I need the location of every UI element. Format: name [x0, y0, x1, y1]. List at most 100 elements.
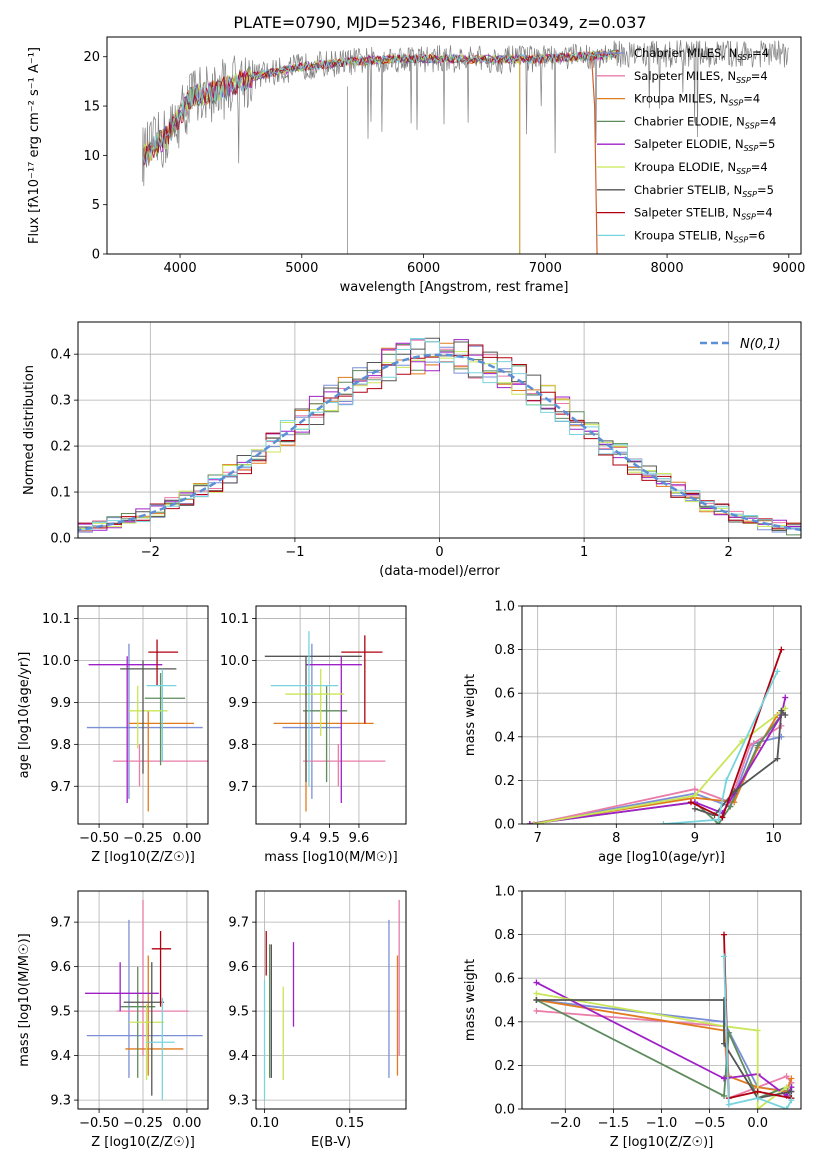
x-axis-label: Z [log10(Z/Z☉)]	[91, 850, 195, 865]
x-tick-label: 8000	[651, 261, 684, 276]
y-tick-label: 9.6	[228, 960, 249, 975]
x-axis-label: (data-model)/error	[379, 564, 500, 579]
plot-area	[256, 606, 406, 824]
y-tick-label: 9.9	[228, 696, 249, 711]
x-axis-label: Z [log10(Z/Z☉)]	[91, 1135, 195, 1150]
y-tick-label: 0.2	[494, 1059, 515, 1074]
x-axis-label: mass [log10(M/M☉)]	[264, 850, 397, 865]
x-tick-label: 7000	[529, 261, 562, 276]
figure-title: PLATE=0790, MJD=52346, FIBERID=0349, z=0…	[233, 13, 646, 32]
y-tick-label: 0.6	[494, 972, 515, 987]
x-tick-label: 10	[765, 831, 782, 846]
x-tick-label: 0.10	[250, 1116, 279, 1131]
y-tick-label: 0.3	[50, 394, 71, 409]
y-axis-label: Flux [fλ10⁻¹⁷ erg cm⁻² s⁻¹ A⁻¹]	[27, 47, 42, 244]
plot-area	[78, 606, 222, 824]
x-tick-label: 5000	[285, 261, 318, 276]
legend-entry: Chabrier ELODIE, NSSP=4	[634, 114, 776, 130]
data-point-marker	[721, 932, 727, 938]
x-tick-label: −1	[285, 545, 304, 560]
x-tick-label: −0.5	[694, 1116, 726, 1131]
y-tick-label: 1.0	[494, 600, 515, 615]
data-point-marker	[782, 695, 788, 701]
x-tick-label: −1.5	[598, 1116, 630, 1131]
plot-area	[522, 606, 801, 827]
legend-entry: Salpeter ELODIE, NSSP=5	[634, 137, 775, 153]
y-tick-label: 9.7	[50, 780, 71, 795]
data-point-marker	[755, 1028, 761, 1034]
y-tick-label: 9.6	[50, 960, 71, 975]
plot-area	[64, 322, 819, 538]
x-tick-label: −0.50	[79, 1116, 119, 1131]
histogram-series	[78, 340, 819, 538]
y-tick-label: 10	[83, 149, 100, 164]
y-tick-label: 5	[92, 198, 100, 213]
x-tick-label: 7	[534, 831, 542, 846]
legend-entry: Kroupa ELODIE, NSSP=4	[634, 160, 768, 176]
y-axis-label: mass weight	[463, 674, 478, 756]
y-axis-label: mass [log10(M/M☉)]	[17, 933, 32, 1066]
x-tick-label: 0.00	[172, 831, 201, 846]
y-tick-label: 0.4	[494, 730, 515, 745]
plot-frame	[256, 606, 406, 824]
x-tick-label: 6000	[407, 261, 440, 276]
data-point-marker	[778, 647, 784, 653]
y-tick-label: 0.2	[494, 774, 515, 789]
plot-area	[78, 891, 208, 1109]
y-tick-label: 9.4	[50, 1049, 71, 1064]
y-tick-label: 9.7	[228, 780, 249, 795]
y-tick-label: 9.7	[228, 916, 249, 931]
y-axis-label: mass weight	[463, 959, 478, 1041]
x-tick-label: 0.00	[172, 1116, 201, 1131]
x-tick-label: 0.15	[335, 1116, 364, 1131]
data-point-marker	[721, 953, 727, 959]
x-tick-label: 0	[435, 545, 443, 560]
x-tick-label: 9	[691, 831, 699, 846]
x-tick-label: 2	[725, 545, 733, 560]
x-tick-label: −1.0	[646, 1116, 678, 1131]
x-tick-label: 9.4	[290, 831, 311, 846]
y-tick-label: 0	[92, 248, 100, 263]
y-tick-label: 9.4	[228, 1049, 249, 1064]
y-tick-label: 0.0	[50, 532, 71, 547]
data-point-marker	[533, 1008, 539, 1014]
x-tick-label: 1	[580, 545, 588, 560]
y-tick-label: 10.1	[42, 612, 71, 627]
x-axis-label: E(B-V)	[311, 1135, 351, 1150]
y-tick-label: 0.1	[50, 486, 71, 501]
legend-entry: Chabrier STELIB, NSSP=5	[634, 183, 774, 199]
data-point-marker	[688, 799, 694, 805]
x-axis-label: age [log10(age/yr)]	[598, 850, 725, 865]
data-point-marker	[692, 806, 698, 812]
y-axis-label: age [log10(age/yr)]	[17, 652, 32, 779]
x-tick-label: 9000	[772, 261, 805, 276]
y-tick-label: 0.8	[494, 928, 515, 943]
y-tick-label: 0.4	[50, 348, 71, 363]
x-axis-label: wavelength [Angstrom, rest frame]	[340, 280, 569, 295]
y-tick-label: 9.8	[228, 738, 249, 753]
y-tick-label: 1.0	[494, 885, 515, 900]
x-tick-label: 4000	[164, 261, 197, 276]
x-tick-label: 8	[612, 831, 620, 846]
residual-histogram-panel: −2 −1 0 1 2 0.0 0.1 0.2 0.3 0.4 (data-model)/error…	[22, 322, 819, 579]
y-tick-label: 0.8	[494, 643, 515, 658]
legend-entry: Kroupa STELIB, NSSP=6	[634, 228, 765, 244]
plot-area	[256, 891, 406, 1109]
y-tick-label: 10.1	[220, 612, 249, 627]
data-point-marker	[533, 990, 539, 996]
y-tick-label: 0.4	[494, 1015, 515, 1030]
x-tick-label: −0.50	[79, 831, 119, 846]
x-tick-label: −2	[141, 545, 160, 560]
plot-area	[522, 891, 801, 1112]
x-tick-label: −0.25	[123, 1116, 163, 1131]
y-tick-label: 0.2	[50, 440, 71, 455]
legend-entry: Salpeter MILES, NSSP=4	[634, 69, 768, 85]
y-tick-label: 0.0	[494, 1103, 515, 1118]
y-tick-label: 0.0	[494, 818, 515, 833]
